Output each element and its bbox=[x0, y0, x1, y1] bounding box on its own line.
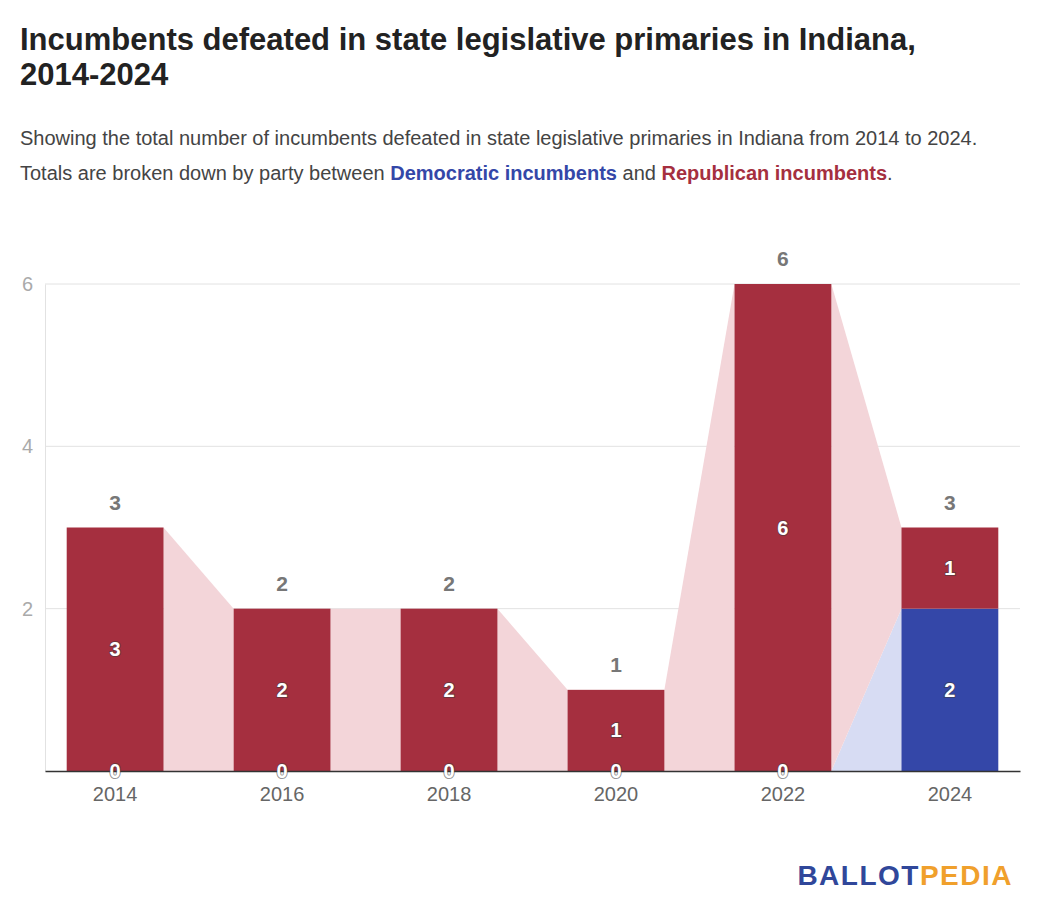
y-tick-label: 6 bbox=[22, 273, 33, 295]
legend-entry: Democratic incumbents bbox=[390, 162, 617, 184]
y-tick: 2 bbox=[22, 598, 45, 620]
bar bbox=[901, 528, 998, 609]
x-axis-line bbox=[46, 771, 1021, 773]
y-axis-line bbox=[45, 285, 46, 772]
subtitle-part: and bbox=[617, 162, 661, 184]
bar bbox=[901, 609, 998, 771]
data-label: 1 bbox=[610, 719, 621, 741]
total-label: 1 bbox=[610, 653, 622, 676]
bar bbox=[401, 609, 498, 771]
data-label: 1 bbox=[944, 557, 955, 579]
credit-part: PEDIA bbox=[920, 860, 1013, 891]
chart: Incumbents defeated in state legislative… bbox=[0, 0, 1040, 920]
connector bbox=[164, 528, 234, 772]
grid-line bbox=[45, 284, 1020, 285]
y-tick: 6 bbox=[22, 273, 45, 295]
total-label: 3 bbox=[944, 491, 956, 514]
y-axis: 2 4 6 bbox=[22, 273, 46, 772]
y-tick: 4 bbox=[22, 435, 45, 457]
subtitle-part: Totals are broken down by party between bbox=[20, 162, 390, 184]
data-labels: 0 0 0 0 0 2 3 2 2 1 6 1 3 2 2 1 6 3 bbox=[109, 247, 955, 782]
connector bbox=[497, 609, 567, 771]
x-tick-label: 2022 bbox=[761, 783, 806, 805]
credit: BALLOTPEDIA bbox=[797, 860, 1013, 891]
data-label: 3 bbox=[110, 638, 121, 660]
total-label: 2 bbox=[443, 572, 455, 595]
data-label: 6 bbox=[777, 517, 788, 539]
x-tick-label: 2020 bbox=[594, 783, 639, 805]
title-part: 2014-2024 bbox=[20, 57, 169, 92]
x-tick-label: 2014 bbox=[93, 783, 138, 805]
x-tick-label: 2018 bbox=[427, 783, 472, 805]
total-label: 3 bbox=[109, 491, 121, 514]
data-label: 0 bbox=[277, 760, 288, 782]
x-tick-label: 2016 bbox=[260, 783, 305, 805]
subtitle-part: Showing the total number of incumbents d… bbox=[20, 127, 977, 149]
x-axis: 2014 2016 2018 2020 2022 2024 bbox=[46, 771, 1021, 805]
title: Incumbents defeated in state legislative… bbox=[20, 22, 916, 92]
total-label: 6 bbox=[777, 247, 789, 270]
data-label: 2 bbox=[443, 679, 454, 701]
plot-area bbox=[67, 284, 999, 771]
data-label: 0 bbox=[443, 760, 454, 782]
y-tick-label: 4 bbox=[22, 435, 33, 457]
subtitle-part: . bbox=[887, 162, 893, 184]
subtitle: Showing the total number of incumbents d… bbox=[20, 127, 977, 184]
connector bbox=[330, 609, 400, 771]
x-tick-label: 2024 bbox=[928, 783, 973, 805]
title-part: Incumbents defeated in state legislative… bbox=[20, 22, 916, 57]
total-label: 2 bbox=[276, 572, 288, 595]
bar bbox=[234, 609, 331, 771]
data-label: 0 bbox=[777, 760, 788, 782]
data-label: 2 bbox=[277, 679, 288, 701]
connector bbox=[664, 284, 734, 771]
credit-part: BALLOT bbox=[797, 860, 920, 891]
legend-entry: Republican incumbents bbox=[661, 162, 887, 184]
data-label: 0 bbox=[610, 760, 621, 782]
bar bbox=[568, 690, 665, 771]
bar bbox=[67, 528, 164, 772]
data-label: 0 bbox=[110, 760, 121, 782]
y-tick-label: 2 bbox=[22, 598, 33, 620]
connector bbox=[831, 284, 901, 771]
data-label: 2 bbox=[944, 679, 955, 701]
bar bbox=[735, 284, 832, 771]
x-tick: 2024 bbox=[928, 771, 973, 805]
